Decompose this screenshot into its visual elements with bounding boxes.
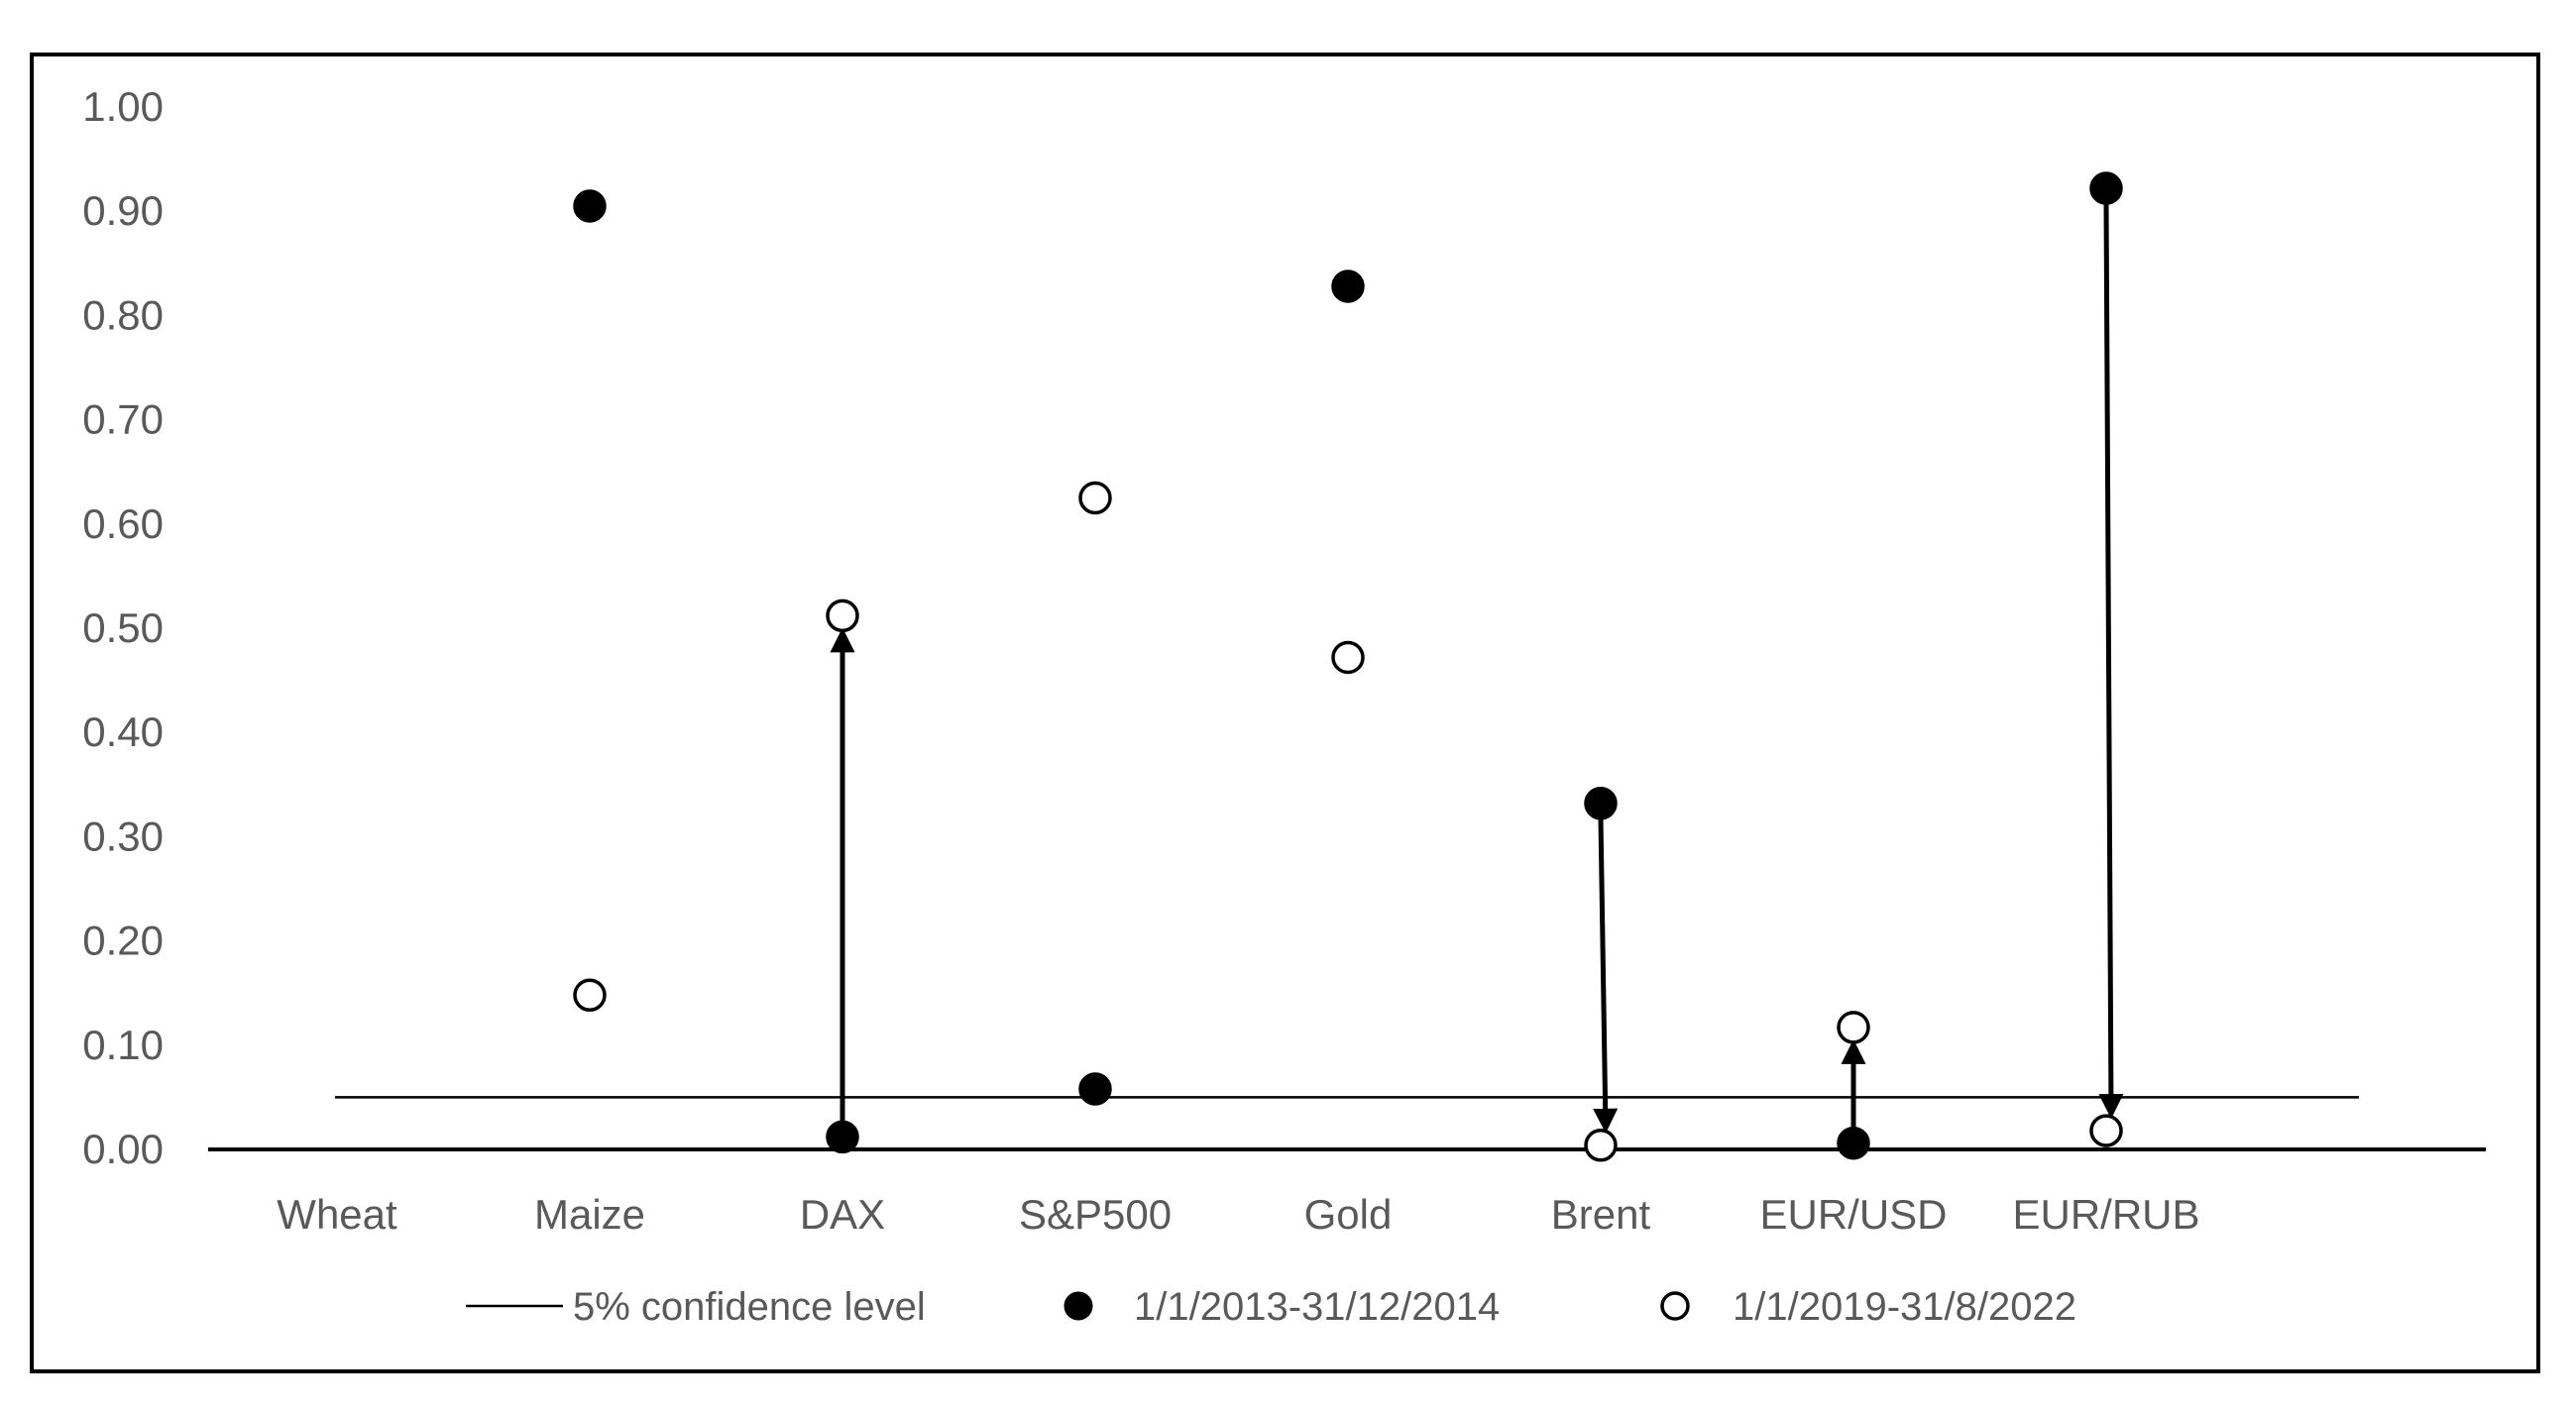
y-tick-label: 0.60 [82,500,164,547]
change-arrow [2098,203,2124,1120]
y-tick-label: 0.90 [82,187,164,234]
point-2019-2022 [1584,1129,1618,1162]
y-tick-label: 0.70 [82,396,164,443]
point-2013-2014 [1078,1072,1112,1106]
point-2013-2014 [573,189,607,223]
change-arrow [1593,817,1619,1134]
x-category-label: DAX [800,1191,885,1238]
point-2013-2014 [1837,1126,1870,1160]
point-2013-2014 [1331,270,1365,303]
legend: 5% confidence level 1/1/2013-31/12/2014 1/… [466,1285,2076,1329]
y-tick-label: 0.00 [82,1126,164,1172]
y-tick-label: 0.20 [82,918,164,964]
x-axis-category-labels: Wheat Maize DAX S&P500 Gold Brent EUR/USD EUR/R… [277,1191,2199,1238]
x-category-label: S&P500 [1019,1191,1172,1238]
change-arrows [830,203,2124,1134]
point-2019-2022 [1078,481,1112,515]
x-category-label: Brent [1551,1191,1651,1238]
point-2013-2014 [1584,786,1618,820]
legend-label: 1/1/2013-31/12/2014 [1134,1285,1500,1329]
y-tick-label: 0.30 [82,813,164,859]
x-category-label: Wheat [277,1191,397,1238]
point-2013-2014 [826,1120,859,1154]
legend-hollow-marker [1660,1291,1690,1321]
x-category-label: EUR/USD [1759,1191,1947,1238]
y-axis-tick-labels: 0.00 0.10 0.20 0.30 0.40 0.50 0.60 0.70 0.80 0.90… [82,83,164,1172]
point-2019-2022 [826,598,859,633]
legend-filled-marker [1064,1291,1093,1321]
y-tick-label: 0.50 [82,604,164,651]
point-2019-2022 [1837,1011,1870,1044]
y-tick-label: 0.10 [82,1022,164,1068]
legend-label: 5% confidence level [573,1285,926,1329]
x-category-label: EUR/RUB [2012,1191,2199,1238]
point-2019-2022 [1331,640,1365,675]
legend-label: 1/1/2019-31/8/2022 [1733,1285,2076,1329]
y-tick-label: 0.80 [82,291,164,338]
point-2019-2022 [573,978,607,1013]
x-category-label: Maize [534,1191,645,1238]
data-points [573,171,2123,1162]
point-2019-2022 [2089,1114,2123,1147]
point-2013-2014 [2089,171,2123,205]
y-tick-label: 1.00 [82,83,164,130]
x-category-label: Gold [1304,1191,1393,1238]
chart-frame [30,53,2540,1373]
y-tick-label: 0.40 [82,708,164,755]
